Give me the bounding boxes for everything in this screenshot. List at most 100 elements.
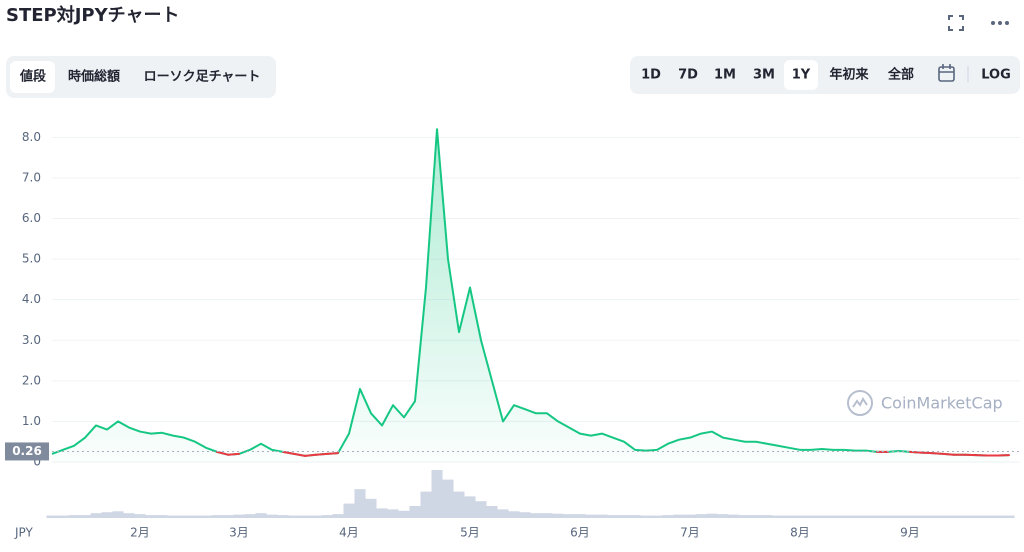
volume-bar [652, 516, 663, 518]
volume-bar [190, 516, 201, 518]
volume-bar [564, 514, 575, 518]
volume-bar [806, 516, 817, 518]
range-button[interactable]: 3M [753, 68, 775, 83]
volume-bar [366, 499, 377, 518]
volume-bar [608, 515, 619, 518]
volume-bar [69, 515, 80, 518]
volume-bar [861, 516, 872, 518]
volume-bar [58, 516, 69, 518]
x-tick-label: 3月 [229, 526, 249, 540]
x-tick-label: 5月 [460, 526, 480, 540]
volume-bar [300, 516, 311, 518]
volume-bar [520, 512, 531, 518]
volume-bar [344, 504, 355, 518]
x-tick-label: 2月 [130, 526, 150, 540]
volume-bar [421, 492, 432, 518]
volume-bar [663, 515, 674, 518]
volume-bar [322, 515, 333, 518]
volume-bar [960, 516, 971, 518]
volume-bar [1004, 516, 1015, 518]
volume-bar [113, 511, 124, 518]
volume-bar [927, 516, 938, 518]
price-line-below [943, 454, 954, 455]
volume-bar [476, 501, 487, 518]
volume-bar [751, 515, 762, 518]
volume-bar [575, 514, 586, 518]
range-button[interactable]: 1D [641, 68, 661, 83]
volume-bar [465, 496, 476, 518]
volume-bar [223, 515, 234, 518]
volume-bar [432, 470, 443, 518]
y-tick-label: 7.0 [22, 170, 41, 184]
volume-bar [333, 514, 344, 518]
volume-bar [531, 513, 542, 518]
range-button[interactable]: 1M [714, 68, 736, 83]
range-button[interactable]: 全部 [887, 67, 914, 83]
volume-bar [993, 516, 1004, 518]
volume-bar [894, 516, 905, 518]
range-button[interactable]: 年初来 [829, 67, 869, 83]
volume-bar [619, 515, 630, 518]
volume-bar [399, 511, 410, 518]
volume-bar [443, 480, 454, 518]
volume-bar [982, 516, 993, 518]
volume-bar [201, 516, 212, 518]
volume-bar [146, 515, 157, 518]
price-line-below [910, 452, 921, 453]
volume-bar [729, 515, 740, 518]
volume-bar [630, 515, 641, 518]
volume-bar [707, 514, 718, 518]
y-tick-label: 4.0 [22, 292, 41, 306]
volume-bar [168, 516, 179, 518]
volume-bar [91, 513, 102, 518]
volume-bar [850, 516, 861, 518]
range-button[interactable]: LOG [981, 68, 1011, 83]
volume-bar [872, 516, 883, 518]
volume-bar [157, 515, 168, 518]
volume-bar [883, 516, 894, 518]
volume-bar [410, 506, 421, 518]
volume-bar [795, 516, 806, 518]
tab[interactable]: ローソク足チャート [144, 70, 261, 85]
y-tick-label: 8.0 [22, 130, 41, 144]
volume-bar [256, 513, 267, 518]
volume-bar [740, 515, 751, 518]
volume-bar [498, 509, 509, 518]
volume-bar [762, 515, 773, 518]
watermark: CoinMarketCap [881, 394, 1003, 413]
volume-bar [487, 506, 498, 518]
x-tick-label: 7月 [680, 526, 700, 540]
y-tick-label: 1.0 [22, 414, 41, 428]
volume-bar [212, 515, 223, 518]
volume-bar [773, 516, 784, 518]
fullscreen-icon[interactable] [949, 16, 963, 30]
x-tick-label: 4月 [339, 526, 359, 540]
current-price-label: 0.26 [12, 444, 42, 458]
volume-bar [641, 516, 652, 518]
volume-bar [135, 514, 146, 518]
range-button[interactable]: 1Y [792, 68, 811, 83]
tab[interactable]: 値段 [19, 69, 46, 85]
volume-bar [905, 516, 916, 518]
volume-bar [674, 515, 685, 518]
volume-bar [971, 516, 982, 518]
volume-bar [839, 516, 850, 518]
volume-bar [949, 516, 960, 518]
volume-bar [289, 516, 300, 518]
range-button[interactable]: 7D [678, 68, 698, 83]
volume-bar [784, 516, 795, 518]
volume-bar [542, 513, 553, 518]
volume-bar [179, 516, 190, 518]
y-unit: JPY [14, 526, 34, 540]
volume-bar [938, 516, 949, 518]
more-icon[interactable] [991, 21, 1009, 25]
volume-bar [916, 516, 927, 518]
price-line-below [327, 453, 338, 454]
y-tick-label: 3.0 [22, 333, 41, 347]
price-line-below [316, 454, 327, 455]
tab[interactable]: 時価総額 [68, 69, 120, 85]
volume-bar [47, 516, 58, 518]
x-tick-label: 9月 [900, 526, 920, 540]
